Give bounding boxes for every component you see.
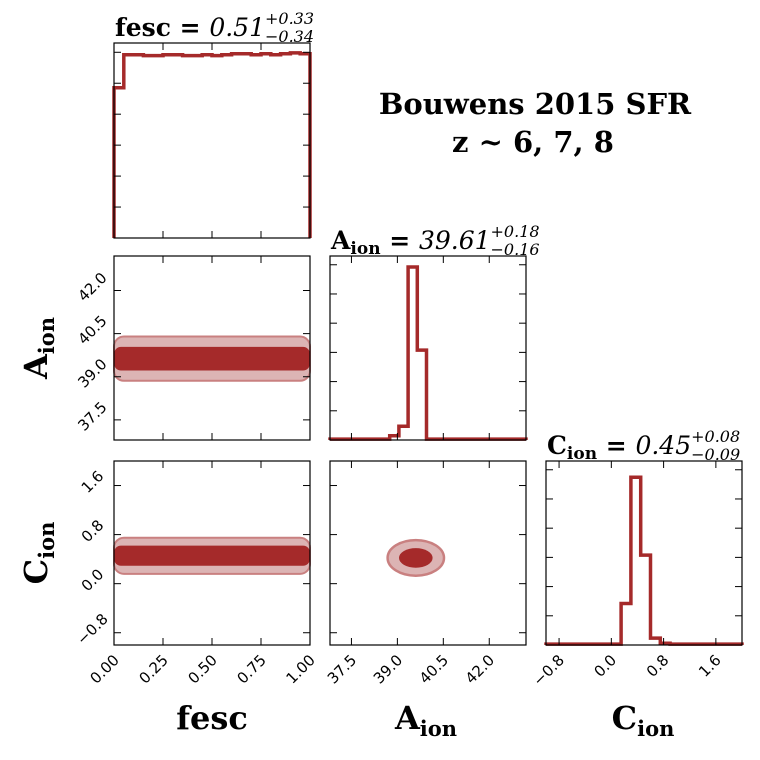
aion-xtick-label: 37.5: [324, 651, 360, 687]
y-axis-label-cion: Cion: [17, 522, 59, 585]
figure-title-line1: Bouwens 2015 SFR: [379, 87, 692, 121]
aion-xtick-label: 42.0: [462, 651, 498, 687]
fesc-marginal-histogram-line: [112, 51, 312, 238]
y-axis-label-aion: Aion: [17, 317, 59, 380]
cion-marginal-histogram-line: [544, 475, 744, 646]
x-axis-label-aion-sub: ion: [420, 716, 457, 741]
fesc-marginal-title-value: 0.51: [209, 13, 265, 42]
cion-marginal-title-value: 0.45: [635, 431, 691, 460]
x-axis-label-cion-text: C: [612, 699, 637, 737]
fesc-xtick-label: 1.00: [282, 651, 318, 687]
x-axis-label-fesc-text: fesc: [176, 699, 248, 737]
aion-xtick-label: 39.0: [370, 651, 406, 687]
x-axis-label-cion-sub: ion: [637, 716, 674, 741]
fesc-marginal-title-plus: +0.33: [265, 9, 314, 28]
cion-ytick-label: 0.8: [78, 516, 108, 546]
figure-title-line2: z ~ 6, 7, 8: [452, 125, 614, 159]
fesc-marginal-title-minus: −0.34: [265, 27, 314, 46]
x-axis-label-aion-text: A: [394, 699, 421, 737]
fesc-xtick-label: 0.00: [86, 651, 122, 687]
aion-marginal-frame: [329, 255, 527, 441]
cion-ytick-label: 0.0: [78, 565, 108, 595]
y-axis-label-cion-sub: ion: [34, 522, 59, 559]
cion-marginal-title-minus: −0.09: [691, 445, 740, 464]
aion-vs-cion-frame: [329, 460, 527, 646]
fesc-xtick-label: 0.25: [135, 651, 171, 687]
cion-marginal-title-name: C: [547, 431, 567, 460]
fesc-marginal-frame: [113, 42, 311, 239]
fesc-marginal-title: fesc = 0.51+0.33: [115, 9, 314, 42]
cion-marginal-title-plus: +0.08: [691, 427, 740, 446]
y-axis-label-aion-sub: ion: [34, 317, 59, 354]
aion-marginal-title: Aion = 39.61+0.18: [330, 222, 540, 259]
y-axis-label-aion-text: A: [17, 353, 55, 380]
cion-marginal-title-sub: ion: [567, 444, 597, 464]
cion-xtick-label: 1.6: [695, 651, 725, 681]
cion-xtick-label: −0.8: [529, 651, 567, 689]
aion-marginal-title-plus: +0.18: [491, 222, 540, 241]
cion-marginal-title: Cion = 0.45+0.08: [547, 427, 740, 464]
cion-marginal-frame: [545, 460, 743, 646]
aion-ytick-label: 40.5: [74, 312, 110, 348]
cion-ytick-label: 1.6: [78, 467, 108, 497]
aion-xtick-label: 40.5: [416, 651, 452, 687]
aion-ytick-label: 39.0: [74, 355, 110, 391]
aion-marginal-title-name: A: [330, 226, 351, 255]
x-axis-label-cion: Cion: [612, 699, 675, 741]
aion-marginal-title-sub: ion: [350, 239, 380, 259]
fesc-vs-cion-contour-inner: [114, 545, 310, 566]
fesc-marginal-title-name: fesc: [115, 13, 171, 42]
x-axis-label-aion: Aion: [394, 699, 457, 741]
cion-xtick-label: 0.0: [591, 651, 621, 681]
cion-xtick-label: 0.8: [643, 651, 673, 681]
aion-marginal-title-value: 39.61: [419, 226, 491, 255]
aion-marginal-title-minus: −0.16: [491, 240, 540, 259]
fesc-xtick-label: 0.50: [184, 651, 220, 687]
aion-vs-cion-contour-inner: [399, 548, 433, 568]
fesc-xtick-label: 0.75: [233, 651, 269, 687]
fesc-vs-aion-contour-inner: [114, 346, 310, 371]
y-axis-label-cion-text: C: [17, 559, 55, 584]
x-axis-label-fesc: fesc: [176, 699, 248, 737]
cion-ytick-label: −0.8: [73, 610, 111, 648]
aion-ytick-label: 42.0: [74, 269, 110, 305]
aion-ytick-label: 37.5: [74, 398, 110, 434]
aion-marginal-histogram-line: [328, 265, 528, 441]
